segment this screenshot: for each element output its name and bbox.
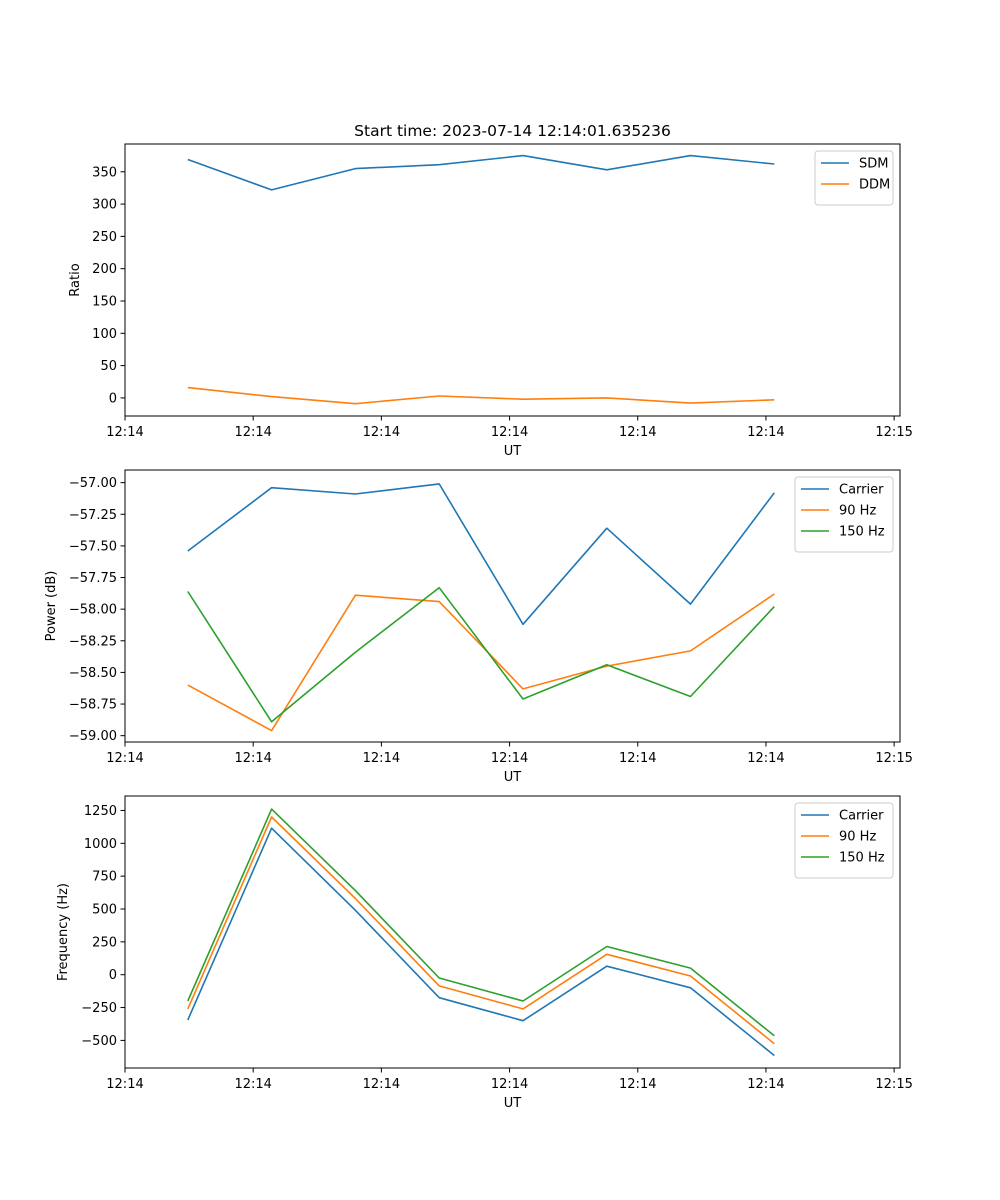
y-tick-label: 500 [92,903,117,918]
y-tick-label: 150 [92,294,117,309]
y-tick-label: 100 [92,327,117,342]
subplot-3: 12:14 12:14 12:14 12:14 12:14 12:14 12:15 −500 −… [56,795,913,1111]
x-tick-label: 12:14 [106,425,143,440]
legend-label: Carrier [839,483,884,498]
series-line-150-hz [187,808,775,1037]
x-tick-label: 12:14 [491,425,528,440]
x-axis-label: UT [504,770,522,785]
series-line-ddm [187,386,775,405]
legend-box [794,476,894,553]
y-tick-label: 300 [92,198,117,213]
y-tick-label: −58.25 [69,634,117,649]
legend-label: DDM [859,178,890,193]
y-tick-label: 50 [100,359,117,374]
legend-box [814,150,894,206]
legend-box [794,802,894,879]
y-tick-label: 1250 [84,804,117,819]
y-tick-label: −58.75 [69,698,117,713]
series-line-carrier [187,483,775,626]
x-axis-label: UT [504,1096,522,1111]
x-tick-label: 12:14 [619,425,656,440]
x-tick-label: 12:14 [747,425,784,440]
legend-label: 150 Hz [839,525,885,540]
y-tick-label: −58.50 [69,666,117,681]
x-tick-label: 12:14 [363,425,400,440]
y-tick-label: 200 [92,262,117,277]
x-axis-label: UT [504,444,522,459]
y-tick-label: −57.25 [69,508,117,523]
y-tick-label: −57.75 [69,571,117,586]
x-tick-label: 12:14 [619,1077,656,1092]
x-tick-label: 12:14 [106,1077,143,1092]
legend: Carrier 90 Hz 150 Hz [794,802,894,879]
axes-frame [124,795,901,1069]
y-tick-label: 0 [109,968,117,983]
y-tick-label: −500 [81,1034,117,1049]
x-tick-label: 12:14 [491,1077,528,1092]
legend-label: Carrier [839,809,884,824]
subplots: 12:14 12:14 12:14 12:14 12:14 12:14 12:15 0 50 10… [44,122,913,1111]
y-axis-label: Power (dB) [44,571,59,642]
series-line-90-hz [187,816,775,1045]
y-tick-label: −58.00 [69,603,117,618]
x-tick-label: 12:14 [234,425,271,440]
y-tick-label: 250 [92,230,117,245]
legend-label: SDM [859,157,888,172]
y-axis-label: Frequency (Hz) [56,883,71,981]
x-tick-label: 12:14 [747,1077,784,1092]
y-tick-label: 1000 [84,837,117,852]
series-line-carrier [187,827,775,1057]
legend: SDM DDM [814,150,894,206]
x-tick-label: 12:15 [875,425,912,440]
x-tick-label: 12:14 [106,751,143,766]
x-tick-label: 12:14 [363,1077,400,1092]
chart-title: Start time: 2023-07-14 12:14:01.635236 [354,122,671,140]
y-tick-label: 750 [92,870,117,885]
y-tick-label: −57.00 [69,476,117,491]
series-line-150-hz [187,586,775,723]
axes-frame [124,469,901,743]
x-tick-label: 12:14 [747,751,784,766]
legend: Carrier 90 Hz 150 Hz [794,476,894,553]
subplot-2: 12:14 12:14 12:14 12:14 12:14 12:14 12:15 −59.0… [44,469,913,785]
series-line-sdm [187,154,775,191]
x-tick-label: 12:14 [363,751,400,766]
legend-label: 90 Hz [839,504,876,519]
x-tick-label: 12:14 [234,751,271,766]
series-line-90-hz [187,593,775,732]
y-tick-label: 350 [92,165,117,180]
x-tick-label: 12:14 [619,751,656,766]
y-tick-label: −57.50 [69,539,117,554]
y-tick-label: 250 [92,935,117,950]
x-tick-label: 12:14 [491,751,528,766]
y-axis-label: Ratio [68,263,83,296]
y-tick-label: −250 [81,1001,117,1016]
legend-label: 150 Hz [839,851,885,866]
legend-label: 90 Hz [839,830,876,845]
y-tick-label: 0 [109,391,117,406]
subplot-1: 12:14 12:14 12:14 12:14 12:14 12:14 12:15 0 50 10… [68,122,913,459]
axes-frame [124,143,901,417]
x-tick-label: 12:14 [234,1077,271,1092]
y-tick-label: −59.00 [69,729,117,744]
x-tick-label: 12:15 [875,1077,912,1092]
x-tick-label: 12:15 [875,751,912,766]
